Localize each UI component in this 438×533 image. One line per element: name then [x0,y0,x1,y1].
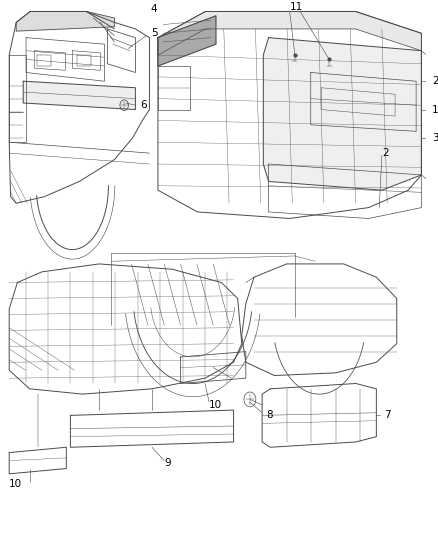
Polygon shape [158,12,421,55]
Text: 5: 5 [152,28,158,38]
Text: 11: 11 [290,2,303,12]
Polygon shape [158,16,216,66]
Text: 8: 8 [266,410,273,421]
Text: 9: 9 [164,458,171,468]
Text: 2: 2 [382,148,389,158]
Polygon shape [23,81,135,110]
Text: 7: 7 [385,410,391,421]
Text: 3: 3 [432,133,438,143]
Text: 2: 2 [432,76,438,86]
Polygon shape [263,38,421,190]
Text: 10: 10 [9,480,22,489]
Text: 10: 10 [209,400,223,410]
Text: 6: 6 [140,100,147,110]
Text: 4: 4 [150,4,157,14]
Polygon shape [16,12,114,31]
Text: 1: 1 [432,104,438,115]
